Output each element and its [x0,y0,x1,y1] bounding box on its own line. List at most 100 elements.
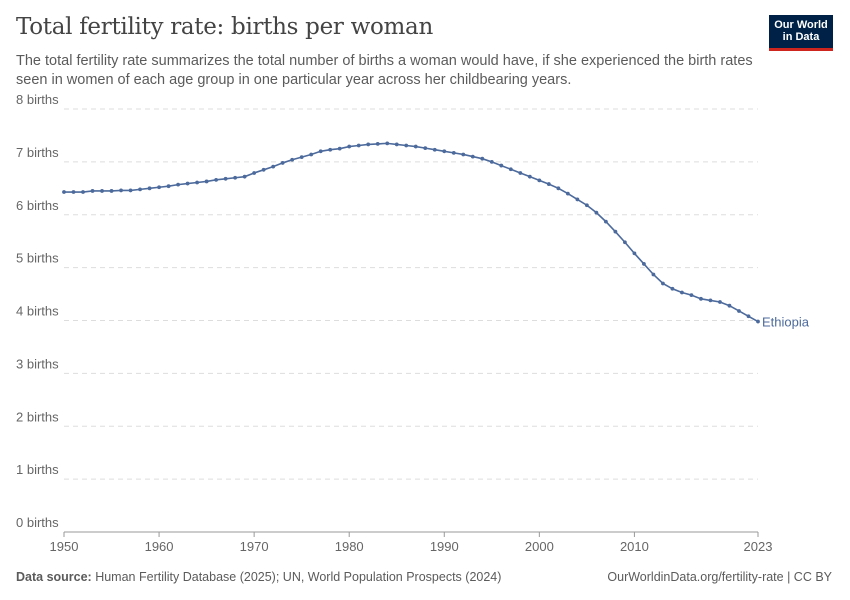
data-point [90,189,95,193]
data-point [727,303,732,308]
y-tick-label: 2 births [16,409,59,424]
chart-title: Total fertility rate: births per woman [16,14,433,40]
y-tick-label: 0 births [16,515,59,530]
y-tick-label: 5 births [16,251,59,266]
chart-subtitle: The total fertility rate summarizes the … [16,53,753,88]
data-point [423,146,428,151]
source-text: Human Fertility Database (2025); UN, Wor… [91,570,502,584]
data-point [347,144,352,149]
data-point [252,171,257,175]
x-tick-label: 1970 [240,539,269,554]
data-point [375,141,380,146]
data-point [71,190,76,194]
series-line [64,142,759,323]
data-point [737,309,741,313]
logo-line2: in Data [782,31,820,43]
data-point [299,155,304,160]
data-point [290,157,295,162]
data-point [661,281,665,286]
data-point [138,187,142,192]
data-point [404,143,409,148]
data-point [328,147,333,152]
data-point [261,167,266,172]
y-tick-label: 7 births [16,145,59,160]
owid-logo[interactable]: Our World in Data [769,15,833,51]
source-url-link[interactable]: OurWorldinData.org/fertility-rate | CC B… [607,570,832,584]
data-point [109,189,114,193]
x-tick-label: 1960 [145,539,174,554]
data-point [176,182,180,187]
data-point [461,152,466,157]
data-point [81,190,85,194]
logo-line1: Our World [774,19,828,31]
data-point [385,141,390,146]
data-point [756,319,760,324]
data-point [613,229,618,234]
data-point [689,293,694,298]
data-point [356,143,361,148]
data-point [746,314,751,319]
x-tick-label: 1990 [430,539,459,554]
data-source: Data source: Human Fertility Database (2… [16,570,501,584]
data-point [309,152,314,157]
x-tick-label: 2010 [620,539,649,554]
data-point [204,179,209,184]
line-chart: 0 births 1 births 2 births 3 births 4 births… [16,92,810,554]
data-point [623,240,627,245]
data-point [575,197,580,202]
x-tick-label: 2023 [744,539,773,554]
data-point [223,176,228,181]
data-point [185,181,190,186]
data-point [565,191,570,196]
data-point [394,142,399,147]
y-tick-label: 8 births [16,92,59,107]
data-point [708,298,713,303]
data-point [518,171,523,175]
data-point [451,150,456,155]
data-point [556,186,561,191]
data-point [508,167,513,172]
data-point [594,210,599,215]
data-point [651,272,656,277]
data-point [62,190,66,194]
data-point [584,203,589,208]
x-tick-label: 2000 [525,539,554,554]
data-point [670,286,675,291]
data-point [499,163,504,168]
data-point [537,178,542,183]
data-point [337,146,342,151]
data-point [642,262,646,266]
y-tick-label: 6 births [16,198,59,213]
data-point [128,188,133,193]
data-point [680,290,684,295]
source-label: Data source: [16,570,92,584]
data-point [214,177,219,182]
data-point [147,186,152,191]
data-point [280,161,285,165]
x-tick-label: 1950 [50,539,79,554]
y-tick-label: 4 births [16,304,59,319]
data-point [413,144,418,149]
data-point [157,185,161,190]
data-point [527,174,532,179]
y-tick-label: 3 births [16,356,59,371]
data-point [366,142,371,147]
data-point [318,149,323,154]
data-point [699,296,703,301]
data-point [718,300,722,304]
data-point [470,154,475,159]
data-point [489,159,494,164]
data-point [242,174,247,179]
series-label: Ethiopia [762,315,810,330]
data-point [632,251,637,256]
data-point [195,180,199,185]
data-point [233,175,238,180]
data-point [603,219,608,224]
data-point [546,182,551,186]
data-point [442,149,447,154]
data-point [480,156,485,161]
y-tick-label: 1 births [16,462,59,477]
x-tick-label: 1980 [335,539,364,554]
data-point [432,147,437,152]
